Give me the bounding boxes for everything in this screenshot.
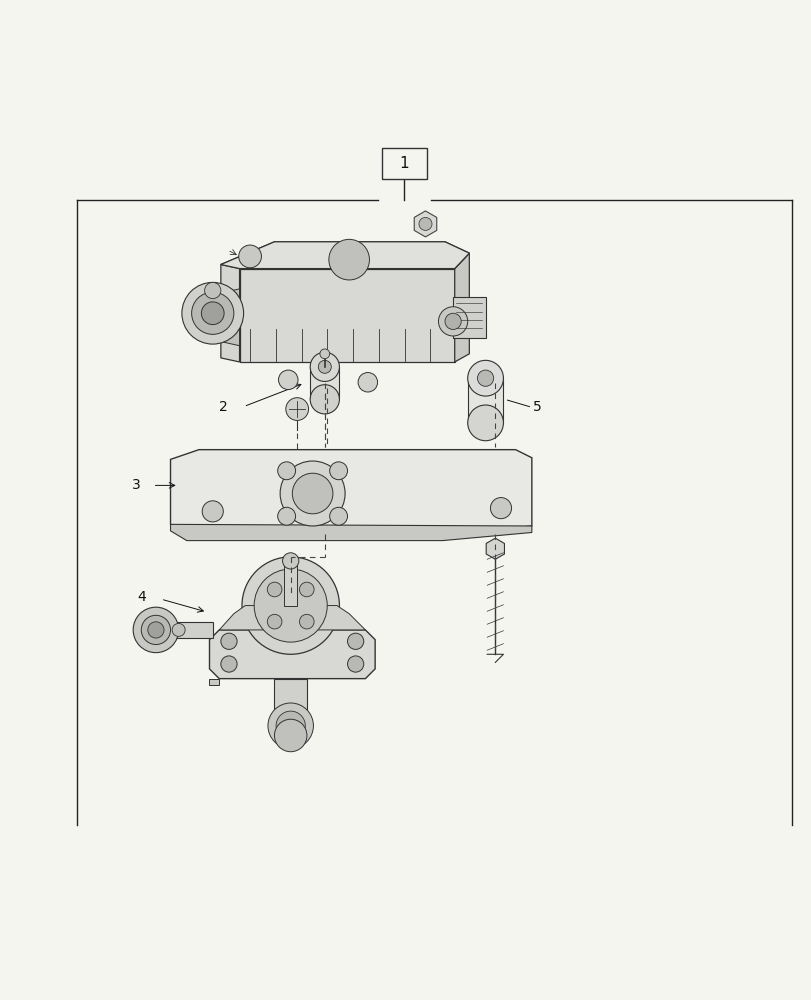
- Circle shape: [202, 501, 223, 522]
- Circle shape: [182, 282, 243, 344]
- Circle shape: [329, 462, 347, 480]
- Polygon shape: [486, 538, 504, 559]
- Polygon shape: [203, 289, 239, 346]
- Circle shape: [133, 607, 178, 653]
- Circle shape: [444, 313, 461, 329]
- Circle shape: [201, 302, 224, 325]
- Polygon shape: [219, 606, 365, 630]
- Circle shape: [347, 656, 363, 672]
- Circle shape: [299, 582, 314, 597]
- Circle shape: [278, 370, 298, 390]
- Circle shape: [490, 498, 511, 519]
- Circle shape: [254, 569, 327, 642]
- Polygon shape: [453, 297, 485, 338]
- Circle shape: [477, 370, 493, 386]
- Polygon shape: [310, 367, 339, 399]
- Polygon shape: [239, 269, 454, 362]
- Circle shape: [238, 245, 261, 268]
- Circle shape: [242, 557, 339, 654]
- Circle shape: [328, 239, 369, 280]
- Polygon shape: [467, 378, 503, 423]
- Circle shape: [329, 507, 347, 525]
- Polygon shape: [209, 679, 219, 685]
- Circle shape: [221, 633, 237, 649]
- Circle shape: [277, 507, 295, 525]
- Circle shape: [276, 711, 305, 740]
- Circle shape: [318, 360, 331, 373]
- Circle shape: [418, 217, 431, 230]
- Text: 2: 2: [219, 400, 227, 414]
- Circle shape: [467, 360, 503, 396]
- Circle shape: [268, 703, 313, 748]
- Circle shape: [267, 582, 281, 597]
- Circle shape: [299, 614, 314, 629]
- Circle shape: [285, 398, 308, 420]
- Polygon shape: [170, 524, 531, 541]
- Polygon shape: [209, 630, 375, 679]
- Circle shape: [310, 385, 339, 414]
- Polygon shape: [221, 265, 239, 362]
- Circle shape: [438, 307, 467, 336]
- Circle shape: [267, 614, 281, 629]
- Circle shape: [204, 282, 221, 299]
- FancyBboxPatch shape: [381, 148, 426, 179]
- Circle shape: [274, 719, 307, 752]
- Circle shape: [347, 633, 363, 649]
- Polygon shape: [170, 450, 531, 534]
- Text: 1: 1: [399, 156, 409, 171]
- Bar: [284, 561, 297, 606]
- Circle shape: [172, 623, 185, 636]
- Circle shape: [467, 405, 503, 441]
- Text: 4: 4: [138, 590, 146, 604]
- Polygon shape: [414, 211, 436, 237]
- Circle shape: [191, 292, 234, 334]
- Circle shape: [141, 615, 170, 645]
- Polygon shape: [158, 622, 212, 638]
- Circle shape: [148, 622, 164, 638]
- Polygon shape: [454, 253, 469, 362]
- Circle shape: [320, 349, 329, 359]
- Circle shape: [282, 553, 298, 569]
- Circle shape: [292, 473, 333, 514]
- Circle shape: [317, 373, 337, 392]
- Polygon shape: [221, 242, 469, 269]
- Bar: [274, 679, 307, 735]
- Circle shape: [358, 373, 377, 392]
- Circle shape: [277, 462, 295, 480]
- Circle shape: [310, 352, 339, 381]
- Text: 3: 3: [132, 478, 140, 492]
- Circle shape: [280, 461, 345, 526]
- Circle shape: [221, 656, 237, 672]
- Text: 5: 5: [533, 400, 541, 414]
- Polygon shape: [221, 242, 469, 269]
